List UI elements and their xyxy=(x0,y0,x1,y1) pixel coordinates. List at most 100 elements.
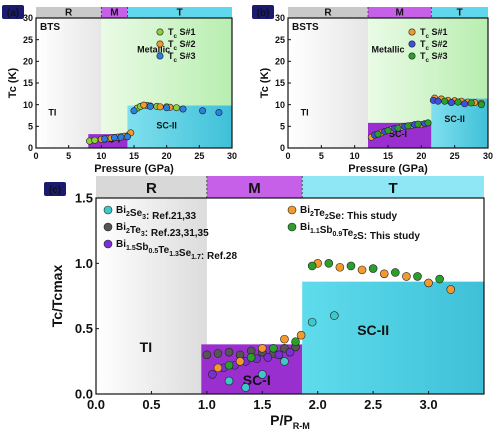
phase-bar-segment-t xyxy=(302,176,484,198)
phase-bar-label-r: R xyxy=(324,8,332,19)
data-point-s2 xyxy=(213,349,223,358)
legend-text-part: 1.1 xyxy=(310,228,320,235)
region-label-scii: SC-II xyxy=(444,114,465,124)
legend-text-part: S#3 xyxy=(177,51,196,61)
region-label-scii: SC-II xyxy=(357,322,389,338)
data-point-s3 xyxy=(384,127,392,135)
data-point-s3 xyxy=(146,102,154,110)
data-point-s3 xyxy=(208,370,217,379)
data-point-s2 xyxy=(434,97,442,105)
data-point-s4 xyxy=(402,272,411,281)
panel-label: (a) xyxy=(7,8,19,19)
legend-text-part: T xyxy=(168,27,174,37)
phase-bar-label-t: T xyxy=(389,180,398,197)
legend-text-part: c xyxy=(426,57,430,64)
data-point-s5 xyxy=(224,360,234,370)
phase-bar-segment-t xyxy=(431,7,488,18)
x-tick-label: 0 xyxy=(285,151,290,161)
data-point-s1 xyxy=(330,311,339,320)
data-point-s2 xyxy=(202,350,212,360)
legend-text-part: Bi xyxy=(116,222,126,233)
phase-bar-label-m: M xyxy=(110,8,118,19)
legend-text-part: T xyxy=(168,51,174,61)
x-tick-label: 20 xyxy=(416,151,426,161)
data-point-s4 xyxy=(257,343,267,353)
y-tick-label: 1.0 xyxy=(75,256,93,271)
data-point-s1 xyxy=(241,383,250,392)
legend-text-part: 0.5 xyxy=(149,248,159,255)
phase-bar-segment-m xyxy=(368,7,432,18)
data-point-s5 xyxy=(391,268,400,277)
legend-text-part: S#1 xyxy=(429,27,448,37)
legend-text-part: 2 xyxy=(325,214,329,221)
data-point-s3 xyxy=(424,119,432,127)
data-point-s3 xyxy=(101,135,109,143)
phase-bar-label-m: M xyxy=(395,8,403,19)
panel-label-badge xyxy=(2,5,24,19)
legend-text-part: S#1 xyxy=(177,27,196,37)
x-tick-label: 5 xyxy=(319,151,324,161)
data-point-s4 xyxy=(357,265,367,275)
legend-marker-s1 xyxy=(103,205,113,215)
data-point-s3 xyxy=(467,99,475,107)
data-point-s5 xyxy=(368,264,378,273)
legend-text-part: : Ref.23,31,35 xyxy=(145,228,209,239)
data-point-s3 xyxy=(477,101,485,109)
panel-label-badge xyxy=(252,5,274,19)
region-label-scii: SC-II xyxy=(156,121,177,131)
legend-text-part: 3 xyxy=(142,214,146,221)
legend-text-part: Te xyxy=(158,245,169,256)
x-tick-label: 2.0 xyxy=(309,397,327,412)
legend-text-part: Te xyxy=(342,228,353,239)
data-point-s3 xyxy=(199,107,207,115)
data-point-s3 xyxy=(110,134,118,142)
y-tick-label: 0.0 xyxy=(75,387,93,402)
phase-bar-segment-r xyxy=(96,176,207,198)
data-point-s3 xyxy=(117,133,125,141)
x-tick-label: 10 xyxy=(96,151,106,161)
x-tick-label: 0 xyxy=(33,151,38,161)
region-ti xyxy=(96,198,207,394)
legend-label-s2: Tc S#2 xyxy=(420,39,448,52)
legend-label-s1: Tc S#1 xyxy=(420,27,448,40)
x-tick-label: 2.5 xyxy=(364,397,382,412)
x-tick-label: 1.5 xyxy=(253,397,271,412)
x-axis-label: Pressure (GPa) xyxy=(94,163,174,175)
phase-bar-segment-r xyxy=(36,7,102,18)
data-point-s3 xyxy=(179,105,187,113)
data-point-s4 xyxy=(235,357,245,366)
data-point-s3 xyxy=(404,122,412,130)
phase-bar-label-r: R xyxy=(146,180,157,197)
panel-label: (b) xyxy=(257,8,270,19)
x-tick-label: 15 xyxy=(383,151,393,161)
data-point-s5 xyxy=(269,343,278,353)
y-tick-label: 5 xyxy=(28,121,33,131)
legend-marker-s2 xyxy=(103,222,113,232)
x-tick-label: 0.0 xyxy=(87,397,105,412)
legend-text-part: 2 xyxy=(126,211,130,218)
data-point-s3 xyxy=(130,107,138,115)
data-point-s2 xyxy=(461,100,469,108)
phase-bar-segment-m xyxy=(101,7,128,18)
legend-marker-s4 xyxy=(287,205,297,215)
legend-text-part: T xyxy=(420,27,426,37)
data-point-s5 xyxy=(324,259,334,268)
legend-label-s1: Tc S#1 xyxy=(168,27,196,40)
material-label: BSTS xyxy=(292,22,319,33)
panel-label: (c) xyxy=(49,185,61,196)
x-axis-label: Pressure (GPa) xyxy=(348,163,428,175)
data-point-s5 xyxy=(413,272,422,281)
data-point-s5 xyxy=(435,274,444,284)
legend-text-part: c xyxy=(174,33,178,40)
legend-label-s3: Bi1.5Sb0.5Te1.3Se1.7: Ref.28 xyxy=(116,239,237,262)
legend-text-part: Se xyxy=(179,248,192,259)
x-tick-label: 20 xyxy=(162,151,172,161)
data-point-s1 xyxy=(280,357,289,366)
data-point-s1 xyxy=(172,104,180,112)
data-point-s3 xyxy=(374,130,382,138)
legend-text-part: T xyxy=(168,39,174,49)
region-label-ti: TI xyxy=(301,108,309,118)
legend-text-part: Se: This study xyxy=(329,211,398,222)
x-tick-label: 25 xyxy=(194,151,204,161)
